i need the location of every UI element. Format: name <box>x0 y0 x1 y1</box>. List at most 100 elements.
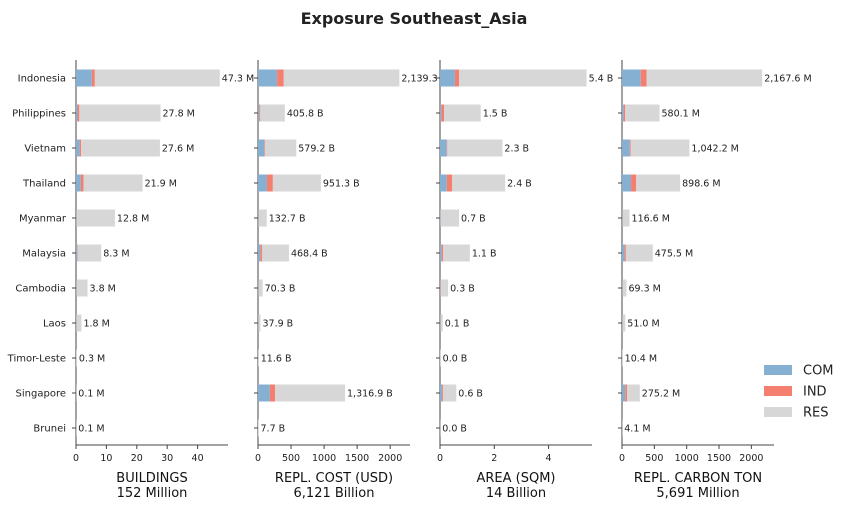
value-label: 951.3 B <box>323 179 360 190</box>
value-label: 69.3 M <box>628 284 660 295</box>
value-label: 0.3 B <box>450 284 475 295</box>
bar-res <box>440 279 449 297</box>
value-label: 37.9 B <box>263 319 294 330</box>
x-axis-label: BUILDINGS <box>116 471 187 486</box>
x-tick-label: 0 <box>619 453 625 464</box>
value-label: 898.6 M <box>682 179 720 190</box>
bar-res <box>625 244 653 262</box>
bar-com <box>258 104 260 122</box>
value-label: 0.0 B <box>443 354 468 365</box>
bar-res <box>442 244 470 262</box>
value-label: 5.4 B <box>589 74 614 85</box>
x-tick-label: 1500 <box>707 453 731 464</box>
bar-res <box>622 279 627 297</box>
panel-total-label: 14 Billion <box>486 486 546 501</box>
x-tick-label: 0 <box>255 453 261 464</box>
value-label: 10.4 M <box>625 354 657 365</box>
bar-com <box>440 69 455 87</box>
bar-com <box>440 244 442 262</box>
bar-com <box>622 244 625 262</box>
bar-res <box>258 279 263 297</box>
bar-res <box>459 69 587 87</box>
bar-com <box>622 69 641 87</box>
value-label: 116.6 M <box>632 214 670 225</box>
bar-ind <box>624 244 626 262</box>
x-tick-label: 20 <box>131 453 143 464</box>
value-label: 2.4 B <box>507 179 532 190</box>
x-tick-label: 30 <box>161 453 173 464</box>
bar-ind <box>446 139 448 157</box>
x-tick-label: 1000 <box>312 453 336 464</box>
value-label: 1.5 B <box>483 109 508 120</box>
bar-com <box>258 244 261 262</box>
bar-com <box>622 384 626 402</box>
value-label: 405.8 B <box>287 109 324 120</box>
x-tick-label: 2000 <box>378 453 402 464</box>
bar-com <box>622 104 624 122</box>
value-label: 21.9 M <box>145 179 177 190</box>
bar-res <box>81 139 160 157</box>
bar-com <box>622 209 623 227</box>
value-label: 3.8 M <box>90 284 116 295</box>
x-tick-label: 0 <box>73 453 79 464</box>
bar-com <box>76 104 78 122</box>
bar-res <box>646 69 763 87</box>
value-label: 0.1 M <box>78 424 104 435</box>
x-tick-label: 10 <box>100 453 112 464</box>
category-label: Vietnam <box>24 144 66 155</box>
bar-com <box>76 139 80 157</box>
value-label: 12.8 M <box>117 214 149 225</box>
x-axis-label: AREA (SQM) <box>476 471 555 486</box>
bar-com <box>258 209 259 227</box>
bar-ind <box>91 69 95 87</box>
category-label: Cambodia <box>15 284 66 295</box>
panel-total-label: 152 Million <box>117 486 188 501</box>
value-label: 2.3 B <box>504 144 529 155</box>
bar-ind <box>79 139 82 157</box>
legend-label: COM <box>803 364 834 379</box>
category-label: Malaysia <box>22 249 66 260</box>
value-label: 1.1 B <box>472 249 497 260</box>
legend-swatch-res <box>764 407 792 417</box>
bar-ind <box>77 104 80 122</box>
bar-res <box>444 104 481 122</box>
bar-res <box>630 139 690 157</box>
bar-ind <box>269 384 276 402</box>
bar-com <box>440 209 441 227</box>
value-label: 0.6 B <box>458 389 483 400</box>
bar-ind <box>625 384 628 402</box>
bar-ind <box>446 174 453 192</box>
bar-ind <box>266 174 273 192</box>
bar-res <box>264 139 297 157</box>
category-label: Timor-Leste <box>7 354 66 365</box>
bar-ind <box>454 69 459 87</box>
bar-ind <box>442 384 444 402</box>
x-tick-label: 1000 <box>675 453 699 464</box>
bar-ind <box>80 174 84 192</box>
bar-ind <box>259 104 261 122</box>
bar-com <box>622 139 630 157</box>
bar-com <box>76 69 92 87</box>
bar-res <box>440 349 441 367</box>
category-label: Myanmar <box>19 214 67 225</box>
category-label: Indonesia <box>18 74 66 85</box>
bar-ind <box>77 244 78 262</box>
bar-res <box>77 244 102 262</box>
bar-res <box>622 314 626 332</box>
value-label: 132.7 B <box>269 214 306 225</box>
bar-res <box>443 384 457 402</box>
bar-res <box>275 384 346 402</box>
bar-res <box>627 384 640 402</box>
bar-res <box>636 174 681 192</box>
bar-res <box>94 69 220 87</box>
x-tick-label: 1500 <box>345 453 369 464</box>
x-tick-label: 500 <box>282 453 300 464</box>
bar-com <box>258 139 265 157</box>
bar-com <box>76 174 81 192</box>
panel-2: 0 2 4 AREA (SQM)14 Billion 5.4 B 1.5 B 2.3 B 2.… <box>436 60 613 501</box>
category-label: Singapore <box>16 389 66 400</box>
value-label: 2,167.6 M <box>764 74 811 85</box>
category-label: Laos <box>43 319 66 330</box>
